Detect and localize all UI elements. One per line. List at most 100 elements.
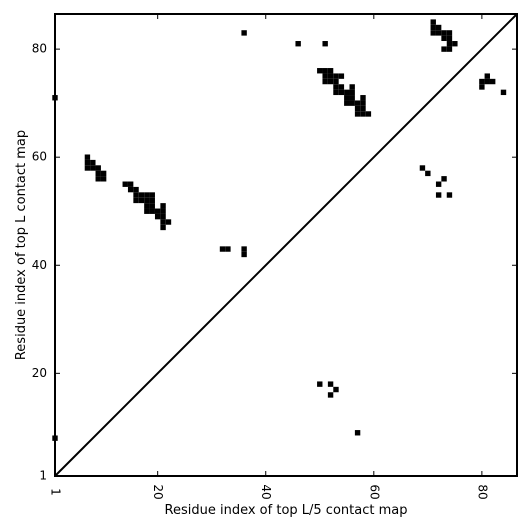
contact-cell-top-l — [360, 95, 366, 101]
contact-cell-top-l — [338, 84, 345, 90]
contact-cell-top-l — [446, 41, 453, 47]
contact-cell-top-l — [144, 208, 150, 214]
x-axis: 1 20 40 60 80 — [49, 14, 489, 500]
contact-cell-top-l — [333, 89, 339, 96]
contact-cell-top-l5 — [327, 392, 334, 398]
contact-cell-top-l — [446, 30, 453, 36]
x-tick-label: 60 — [367, 484, 381, 499]
contact-cell-top-l — [430, 19, 436, 25]
contact-cell-top-l — [435, 30, 442, 36]
contact-cell-top-l — [333, 78, 339, 85]
contact-cell-top-l — [317, 68, 323, 74]
y-axis-title: Residue index of top L contact map — [14, 130, 29, 360]
contact-cell-top-l — [100, 170, 107, 177]
contact-cell-top-l — [344, 89, 350, 96]
y-tick-label: 80 — [32, 42, 47, 56]
contact-cell-top-l — [219, 246, 226, 252]
contact-cell-top-l — [241, 251, 247, 258]
contact-cell-top-l — [333, 84, 339, 90]
contact-cell-top-l — [160, 208, 166, 214]
contact-cell-top-l — [327, 68, 334, 74]
contact-cell-top-l — [322, 41, 328, 47]
contact-cell-top-l — [333, 73, 339, 79]
contact-cell-top-l — [349, 100, 355, 106]
contact-cell-top-l — [446, 35, 453, 42]
contact-cell-top-l — [479, 78, 485, 85]
contact-cell-top-l — [360, 105, 366, 112]
y-tick-label: 1 — [39, 469, 47, 483]
contact-cell-top-l — [154, 213, 161, 220]
contact-cell-top-l — [435, 192, 442, 198]
contact-cell-top-l5 — [354, 430, 361, 436]
contact-cell-top-l — [144, 197, 150, 204]
contact-cell-top-l — [84, 159, 91, 166]
contact-cell-top-l — [338, 89, 345, 96]
x-tick-label: 40 — [259, 484, 273, 499]
contact-cell-top-l — [165, 219, 172, 225]
contact-cell-top-l — [84, 165, 91, 171]
contact-cell-top-l — [149, 203, 155, 209]
x-tick-label: 20 — [151, 484, 165, 499]
contact-cell-top-l — [349, 84, 355, 90]
plot-frame — [54, 13, 518, 477]
contact-cell-top-l — [133, 186, 139, 193]
contact-cell-top-l — [127, 181, 134, 187]
contact-cell-top-l — [241, 246, 247, 252]
contact-cell-top-l — [327, 78, 334, 85]
contact-cell-top-l — [84, 154, 91, 160]
contact-cell-top-l — [160, 219, 166, 225]
contact-cell-top-l — [441, 35, 447, 42]
contact-cell-top-l — [446, 192, 453, 198]
contact-cell-top-l — [122, 181, 128, 187]
contact-cell-top-l — [144, 203, 150, 209]
x-tick-label: 1 — [49, 488, 63, 496]
contact-cell-top-l — [484, 73, 490, 79]
contact-cell-top-l5 — [327, 381, 334, 387]
contact-cell-top-l — [452, 41, 458, 47]
contact-cell-top-l — [138, 192, 145, 198]
contact-cell-top-l — [160, 224, 166, 231]
contact-cell-top-l — [160, 213, 166, 220]
contact-cell-top-l — [225, 246, 231, 252]
contact-cell-top-l — [349, 89, 355, 96]
contact-cell-top-l — [295, 41, 301, 47]
contact-cell-top-l — [365, 111, 372, 117]
contact-cell-top-l — [435, 181, 442, 187]
contact-cell-top-l5 — [317, 381, 323, 387]
contact-cell-top-l — [360, 111, 366, 117]
contact-cell-top-l — [344, 100, 350, 106]
x-tick-label: 80 — [475, 484, 489, 499]
contact-cell-top-l — [354, 105, 361, 112]
contact-cell-top-l — [327, 73, 334, 79]
contact-cell-top-l — [127, 186, 134, 193]
contact-cell-top-l — [435, 24, 442, 31]
contact-cell-top-l — [149, 192, 155, 198]
contact-cell-top-l — [95, 176, 101, 182]
contact-cell-top-l — [133, 192, 139, 198]
contact-cell-top-l — [241, 30, 247, 36]
contact-cell-top-l — [133, 197, 139, 204]
contact-cell-top-l — [430, 24, 436, 31]
contact-cell-top-l — [149, 208, 155, 214]
diagonal-line — [54, 13, 518, 477]
contact-cell-top-l — [322, 73, 328, 79]
contact-cell-top-l — [441, 46, 447, 52]
y-tick-label: 40 — [32, 258, 47, 272]
contact-cell-top-l — [446, 46, 453, 52]
contact-cell-top-l — [360, 100, 366, 106]
contact-cell-top-l — [338, 73, 345, 79]
contact-cell-top-l — [489, 78, 496, 85]
contact-cell-top-l5 — [333, 386, 339, 393]
contact-cell-top-l — [419, 165, 426, 171]
contact-cell-top-l — [349, 95, 355, 101]
contact-cell-top-l — [90, 165, 96, 171]
contact-cell-top-l — [354, 111, 361, 117]
contact-cell-top-l — [344, 95, 350, 101]
contact-cell-top-l — [500, 89, 507, 96]
contact-cell-top-l — [430, 30, 436, 36]
contact-cell-top-l — [322, 78, 328, 85]
contact-cell-top-l — [144, 192, 150, 198]
contact-cell-top-l — [149, 197, 155, 204]
y-axis: 1 20 40 60 80 — [32, 42, 517, 483]
